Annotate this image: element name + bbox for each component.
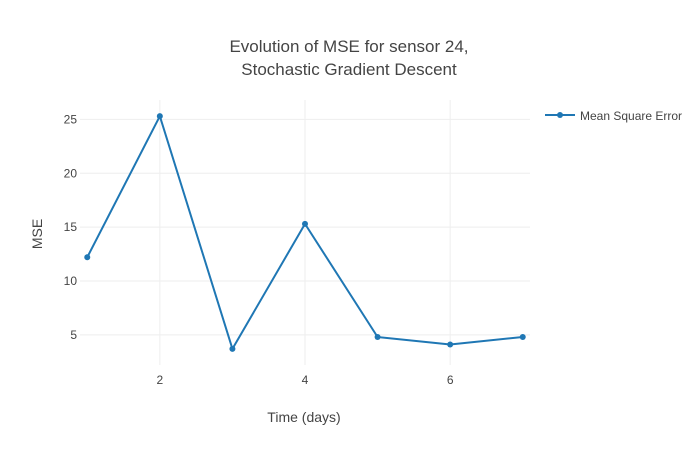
y-tick-label: 10: [64, 274, 78, 288]
gridlines: [80, 100, 530, 365]
x-tick-label: 2: [156, 373, 163, 387]
data-point[interactable]: [519, 333, 526, 340]
data-point[interactable]: [229, 345, 236, 352]
legend[interactable]: Mean Square Error: [545, 109, 682, 123]
data-point[interactable]: [302, 220, 308, 227]
y-tick-label: 15: [64, 220, 78, 234]
x-tick-labels: 2 4 6: [156, 373, 453, 387]
series-layer: [84, 113, 526, 352]
y-tick-labels: 5 10 15 20 25: [64, 112, 78, 341]
y-tick-label: 5: [70, 328, 77, 342]
legend-marker-icon: [557, 112, 563, 118]
data-point[interactable]: [156, 113, 163, 120]
x-axis-title: Time (days): [267, 409, 340, 425]
x-tick-label: 6: [447, 373, 454, 387]
data-point[interactable]: [374, 333, 381, 340]
data-point[interactable]: [84, 254, 91, 261]
data-point[interactable]: [447, 341, 454, 348]
chart-title-line-2: Stochastic Gradient Descent: [241, 60, 457, 79]
x-tick-label: 4: [302, 373, 309, 387]
chart-title-line-1: Evolution of MSE for sensor 24,: [229, 37, 468, 56]
y-axis-title: MSE: [29, 219, 45, 249]
legend-label: Mean Square Error: [580, 109, 682, 123]
y-tick-label: 25: [64, 112, 78, 126]
y-tick-label: 20: [64, 166, 78, 180]
